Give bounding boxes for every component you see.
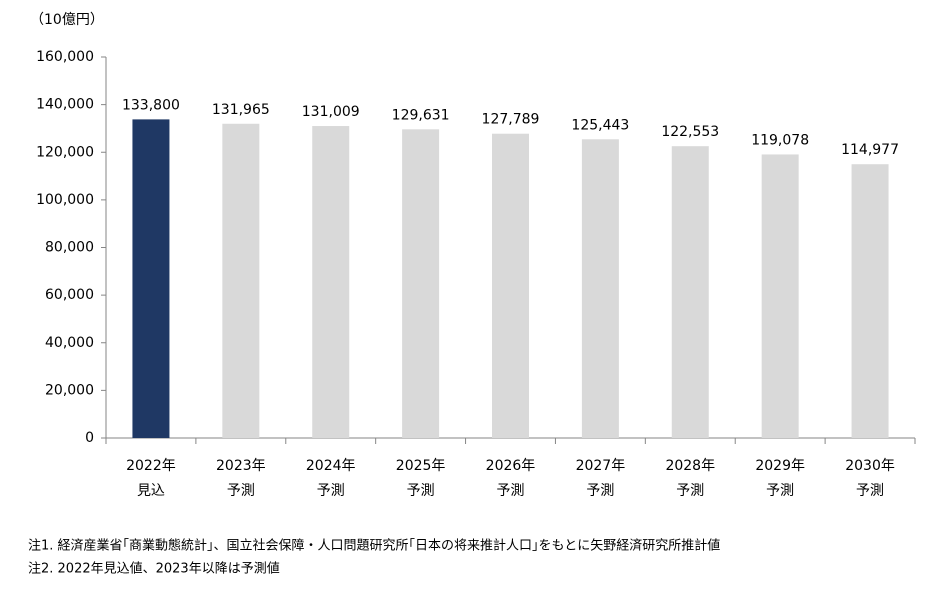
bar [671, 146, 709, 439]
bar [132, 119, 170, 439]
bar [581, 139, 619, 438]
x-tick-label: 予測 [856, 483, 884, 499]
x-tick-label: 予測 [586, 483, 614, 499]
x-tick-label: 2026年 [486, 458, 536, 474]
y-tick-label: 120,000 [36, 144, 94, 160]
note: 注1. 経済産業省｢商業動態統計｣、国立社会保障・人口問題研究所｢日本の将来推計… [28, 538, 720, 554]
value-label: 122,553 [661, 124, 719, 140]
x-tick-label: 2027年 [576, 458, 626, 474]
x-tick-label: 2025年 [396, 458, 446, 474]
bar [222, 123, 260, 438]
x-tick-label: 2030年 [845, 458, 895, 474]
value-label: 131,009 [302, 104, 360, 120]
y-tick-label: 80,000 [45, 240, 94, 256]
value-label: 119,078 [751, 132, 809, 148]
bar [761, 154, 799, 439]
value-label: 133,800 [122, 97, 180, 113]
x-tick-label: 予測 [227, 483, 255, 499]
x-tick-label: 2029年 [755, 458, 805, 474]
y-tick-label: 40,000 [45, 335, 94, 351]
value-label: 125,443 [571, 117, 629, 133]
y-tick-label: 140,000 [36, 97, 94, 113]
value-label: 114,977 [841, 142, 899, 158]
bar [402, 129, 440, 439]
note: 注2. 2022年見込値、2023年以降は予測値 [28, 561, 280, 577]
x-tick-label: 予測 [676, 483, 704, 499]
x-tick-label: 予測 [407, 483, 435, 499]
x-tick-label: 予測 [497, 483, 525, 499]
y-tick-label: 0 [85, 430, 94, 446]
value-label: 129,631 [392, 107, 450, 123]
x-tick-label: 2024年 [306, 458, 356, 474]
y-tick-label: 60,000 [45, 287, 94, 303]
y-tick-label: 100,000 [36, 192, 94, 208]
y-tick-label: 160,000 [36, 49, 94, 65]
unit-label: （10億円） [30, 12, 104, 28]
value-label: 127,789 [482, 112, 540, 128]
x-tick-label: 予測 [317, 483, 345, 499]
bar [312, 126, 350, 438]
value-label: 131,965 [212, 102, 270, 118]
bar [492, 133, 529, 438]
x-tick-label: 予測 [766, 483, 794, 499]
y-tick-label: 20,000 [45, 382, 94, 398]
bar [851, 164, 889, 439]
x-tick-label: 見込 [137, 483, 165, 499]
x-tick-label: 2022年 [126, 458, 176, 474]
x-tick-label: 2023年 [216, 458, 266, 474]
x-tick-label: 2028年 [665, 458, 715, 474]
